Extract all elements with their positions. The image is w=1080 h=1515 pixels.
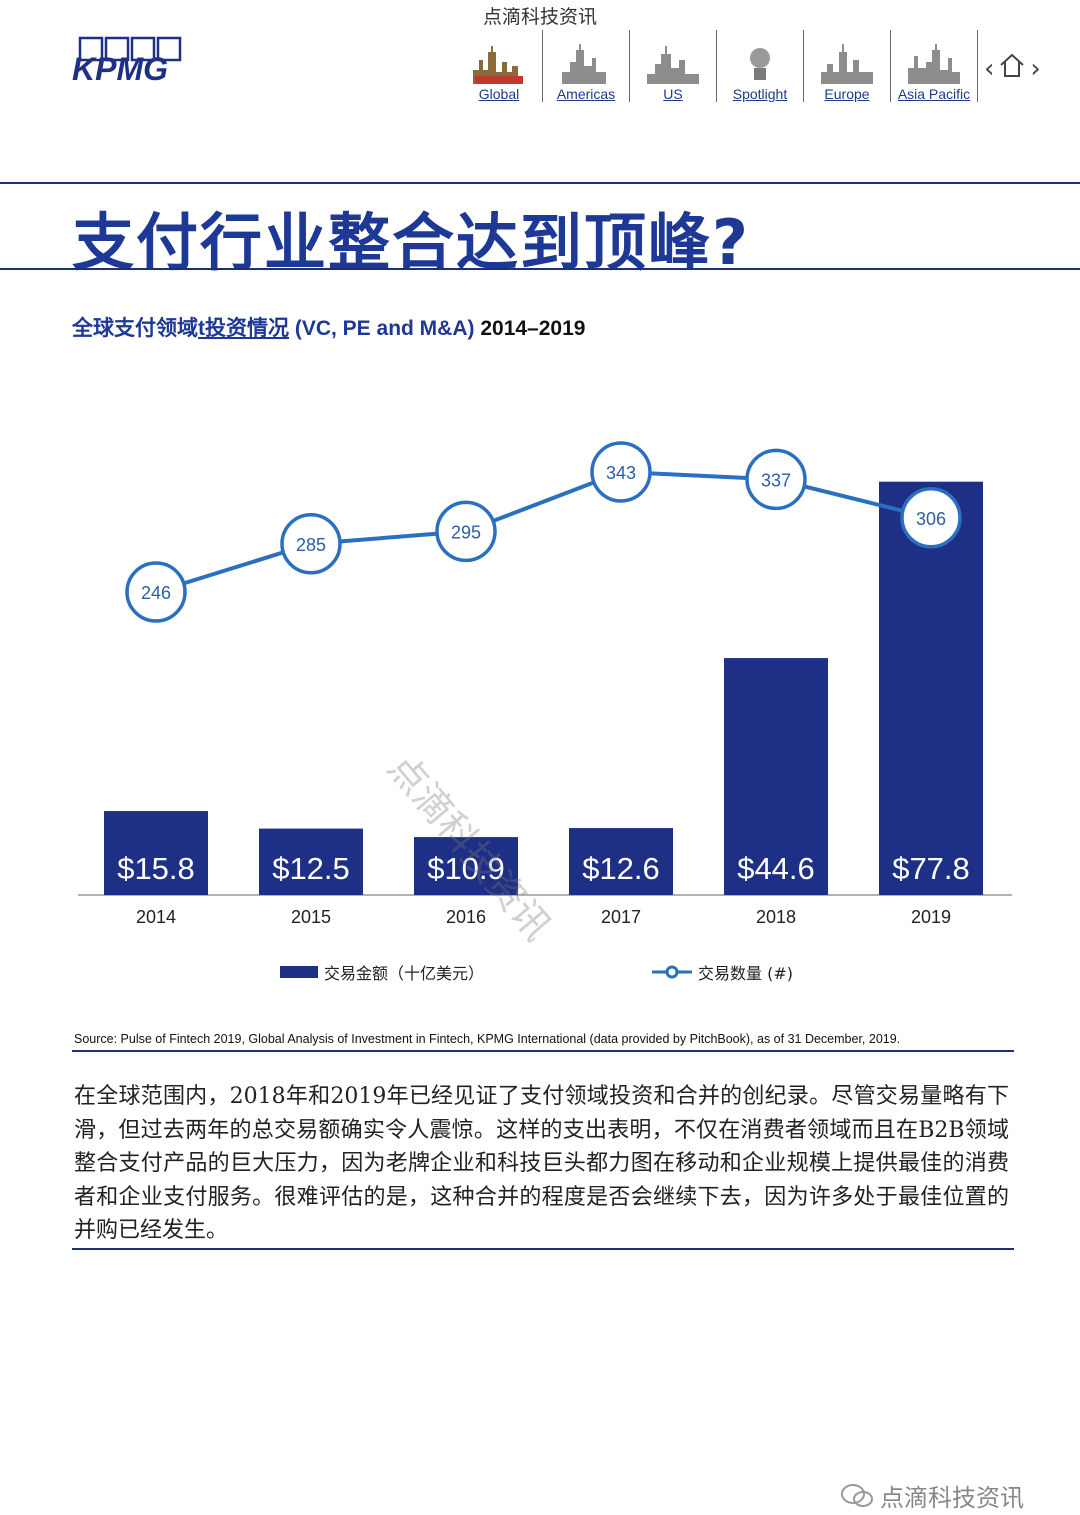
bar-value-label-2015: $12.5: [272, 851, 350, 886]
europe-skyline-icon: [821, 44, 873, 84]
legend-bar-label: 交易金额（十亿美元）: [324, 964, 485, 983]
logo-text: KPMG: [72, 51, 168, 84]
chart-title-part1: 全球支付领域: [72, 317, 198, 340]
nav-label: Spotlight: [732, 86, 788, 102]
page-title: 支付行业整合达到顶峰?: [72, 206, 750, 279]
nav-item-global[interactable]: Global: [456, 30, 543, 102]
bar-2016: [414, 837, 518, 895]
footer-watermark-text: 点滴科技资讯: [880, 1484, 1024, 1512]
chart-title-part2: t投资情况: [198, 317, 289, 340]
prev-arrow-icon[interactable]: ‹: [984, 53, 995, 84]
legend-item-line: 交易数量 (#): [652, 960, 793, 984]
x-tick-label-2019: 2019: [911, 907, 951, 927]
nav-label: Europe: [824, 86, 870, 102]
kpmg-logo: KPMG: [72, 36, 182, 84]
wechat-icon: [841, 1483, 873, 1507]
deal-count-label-2018: 337: [761, 470, 791, 490]
region-nav: Global Americas US Spotlight Europe Asia…: [456, 30, 978, 102]
deal-count-label-2015: 285: [296, 535, 326, 555]
global-skyline-icon: [473, 46, 523, 84]
body-divider: [72, 1248, 1014, 1250]
top-divider: [0, 182, 1080, 184]
deal-count-marker-2017: [590, 441, 652, 503]
deal-count-marker-2019: [900, 487, 962, 549]
deal-count-label-2017: 343: [606, 463, 636, 483]
chart-legend: 交易金额（十亿美元） 交易数量 (#): [280, 960, 980, 984]
x-tick-label-2017: 2017: [601, 907, 641, 927]
home-icon[interactable]: [998, 52, 1026, 85]
nav-item-us[interactable]: US: [630, 30, 717, 102]
deal-count-marker-2016: [435, 500, 497, 563]
nav-item-spotlight[interactable]: Spotlight: [717, 30, 804, 102]
bar-2018: [724, 658, 828, 895]
deal-count-marker-2018: [745, 448, 807, 511]
page-navigation: ‹ ›: [984, 52, 1041, 85]
deal-count-label-2016: 295: [451, 522, 481, 542]
source-note: Source: Pulse of Fintech 2019, Global An…: [74, 1032, 901, 1046]
deal-count-label-2014: 246: [141, 583, 171, 603]
legend-item-bar: 交易金额（十亿美元）: [280, 960, 484, 984]
deal-count-label-2019: 306: [916, 509, 946, 529]
x-tick-label-2014: 2014: [136, 907, 176, 927]
legend-line-label: 交易数量 (#): [698, 964, 793, 983]
asia-pacific-skyline-icon: [908, 44, 960, 84]
spotlight-icon: [750, 48, 770, 80]
chart-title: 全球支付领域t投资情况 (VC, PE and M&A) 2014–2019: [72, 312, 585, 342]
bar-value-label-2017: $12.6: [582, 851, 660, 886]
legend-line-swatch: [652, 965, 692, 979]
x-tick-label-2018: 2018: [756, 907, 796, 927]
bar-2019: [879, 481, 983, 895]
legend-bar-swatch: [280, 966, 318, 978]
bar-2015: [259, 828, 363, 895]
nav-item-asia-pacific[interactable]: Asia Pacific: [891, 30, 978, 102]
body-paragraph: 在全球范围内，2018年和2019年已经见证了支付领域投资和合并的创纪录。尽管交…: [74, 1084, 1009, 1243]
bar-value-label-2019: $77.8: [892, 851, 970, 886]
footer-watermark: 点滴科技资讯: [840, 1478, 1024, 1513]
bar-value-label-2016: $10.9: [427, 851, 505, 886]
nav-label: US: [663, 86, 683, 102]
us-skyline-icon: [647, 46, 699, 84]
nav-label: Asia Pacific: [897, 86, 971, 102]
chart-title-part3: (VC, PE and M&A): [289, 317, 481, 340]
deal-count-marker-2014: [125, 561, 187, 623]
investment-chart: $15.8 2014 $12.5 2015 $10.9 2016 $12.6 2017 $44.…: [78, 441, 1012, 927]
nav-label: Global: [478, 86, 520, 102]
nav-item-europe[interactable]: Europe: [804, 30, 891, 102]
source-divider: [72, 1050, 1014, 1052]
chart-title-part4: 2014–2019: [480, 317, 586, 340]
x-tick-label-2016: 2016: [446, 907, 486, 927]
bar-2017: [569, 828, 673, 895]
nav-item-americas[interactable]: Americas: [543, 30, 630, 102]
bar-value-label-2014: $15.8: [117, 851, 195, 886]
deal-count-marker-2015: [280, 513, 342, 575]
next-arrow-icon[interactable]: ›: [1030, 53, 1041, 84]
bar-value-label-2018: $44.6: [737, 851, 815, 886]
nav-label: Americas: [556, 86, 616, 102]
americas-skyline-icon: [562, 44, 606, 84]
top-watermark: 点滴科技资讯: [482, 6, 597, 28]
deal-count-line: [155, 469, 932, 594]
bar-2014: [104, 811, 208, 895]
title-divider: [0, 268, 1080, 270]
x-tick-label-2015: 2015: [291, 907, 331, 927]
